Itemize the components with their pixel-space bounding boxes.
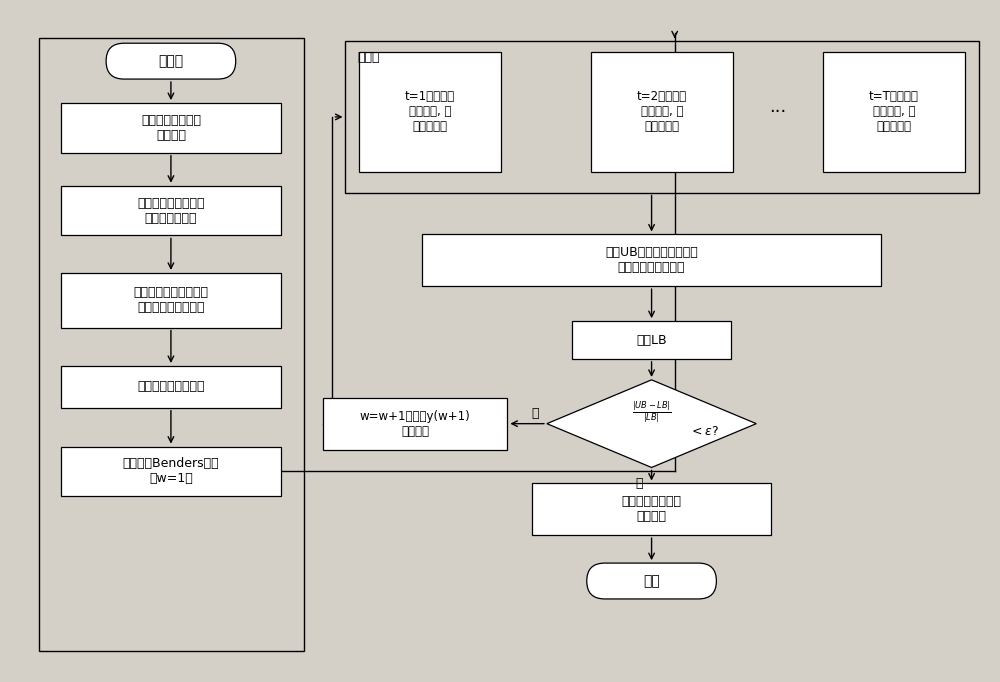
Text: 更新UB，形成新的主问题
求解容量配置主问题: 更新UB，形成新的主问题 求解容量配置主问题 — [605, 246, 698, 274]
Polygon shape — [547, 380, 756, 467]
Text: t=T模拟运行
最优问题, 返
回对偶变量: t=T模拟运行 最优问题, 返 回对偶变量 — [869, 91, 919, 134]
Text: t=1模拟运行
最优问题, 返
回对偶变量: t=1模拟运行 最优问题, 返 回对偶变量 — [405, 91, 455, 134]
Bar — [359, 53, 501, 172]
Bar — [422, 235, 881, 286]
Text: w=w+1，返回y(w+1)
给子问题: w=w+1，返回y(w+1) 给子问题 — [360, 410, 471, 438]
Bar — [61, 447, 281, 496]
Bar — [61, 273, 281, 327]
Bar — [345, 41, 979, 192]
Text: 是: 是 — [636, 477, 643, 490]
Bar — [591, 53, 733, 172]
Text: 热负荷、电负荷的
分段处理: 热负荷、电负荷的 分段处理 — [141, 114, 201, 142]
Text: 结束: 结束 — [643, 574, 660, 588]
Text: 待选微型燃气轮机的
型号及参数统计: 待选微型燃气轮机的 型号及参数统计 — [137, 196, 205, 224]
Text: 找到最优解，输出
配置结果: 找到最优解，输出 配置结果 — [622, 495, 682, 523]
Bar — [61, 103, 281, 153]
Text: 微型燃气轮机的燃耗特
性与热电比特性建模: 微型燃气轮机的燃耗特 性与热电比特性建模 — [133, 286, 208, 314]
Text: 进入广义Benders循环
（w=1）: 进入广义Benders循环 （w=1） — [123, 458, 219, 486]
Bar — [61, 186, 281, 235]
Bar — [532, 484, 771, 535]
Text: $\frac{|UB-LB|}{|LB|}$: $\frac{|UB-LB|}{|LB|}$ — [632, 399, 671, 425]
Text: 更新LB: 更新LB — [636, 333, 667, 346]
Text: $<\varepsilon$?: $<\varepsilon$? — [689, 425, 718, 438]
Bar — [323, 398, 507, 449]
Text: 选择可行的初始配置: 选择可行的初始配置 — [137, 381, 205, 394]
Bar — [61, 366, 281, 408]
Bar — [39, 38, 304, 651]
FancyBboxPatch shape — [106, 43, 236, 79]
Text: 初始化: 初始化 — [158, 54, 183, 68]
Text: 否: 否 — [531, 407, 539, 420]
Bar — [823, 53, 965, 172]
Text: t=2模拟运行
最优问题, 返
回对偶变量: t=2模拟运行 最优问题, 返 回对偶变量 — [637, 91, 687, 134]
Text: ···: ··· — [769, 103, 787, 121]
FancyBboxPatch shape — [587, 563, 716, 599]
Text: 子问题: 子问题 — [357, 51, 380, 64]
Bar — [572, 321, 731, 359]
